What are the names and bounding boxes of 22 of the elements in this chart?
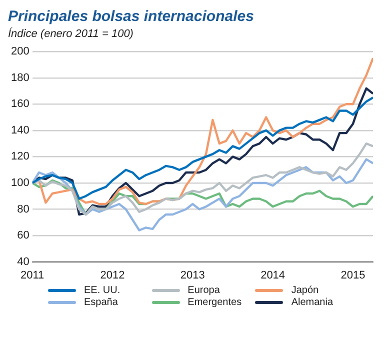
y-tick-label: 120: [10, 150, 30, 163]
y-tick-label: 80: [17, 203, 30, 216]
legend-label: Emergentes: [188, 297, 242, 308]
chart-title: Principales bolsas internacionales: [8, 8, 255, 25]
x-tick-label: 2011: [20, 269, 44, 282]
legend-label: España: [84, 297, 118, 308]
legend-label: EE. UU.: [84, 285, 120, 296]
y-tick-label: 40: [17, 256, 30, 268]
y-tick-label: 140: [10, 124, 30, 136]
y-tick-label: 100: [10, 177, 30, 190]
y-tick-label: 60: [17, 230, 30, 242]
y-tick-label: 200: [10, 46, 30, 58]
x-tick-label: 2014: [260, 269, 286, 282]
y-tick-label: 160: [10, 98, 30, 110]
x-tick-label: 2013: [180, 269, 205, 282]
legend-label: Europa: [188, 285, 220, 296]
legend-label: Alemania: [291, 297, 334, 308]
x-tick-label: 2015: [340, 269, 366, 282]
chart-subtitle: Índice (enero 2011 = 100): [8, 28, 134, 40]
x-tick-label: 2012: [100, 269, 125, 282]
y-tick-label: 180: [10, 72, 30, 84]
legend-label: Japón: [291, 285, 319, 296]
